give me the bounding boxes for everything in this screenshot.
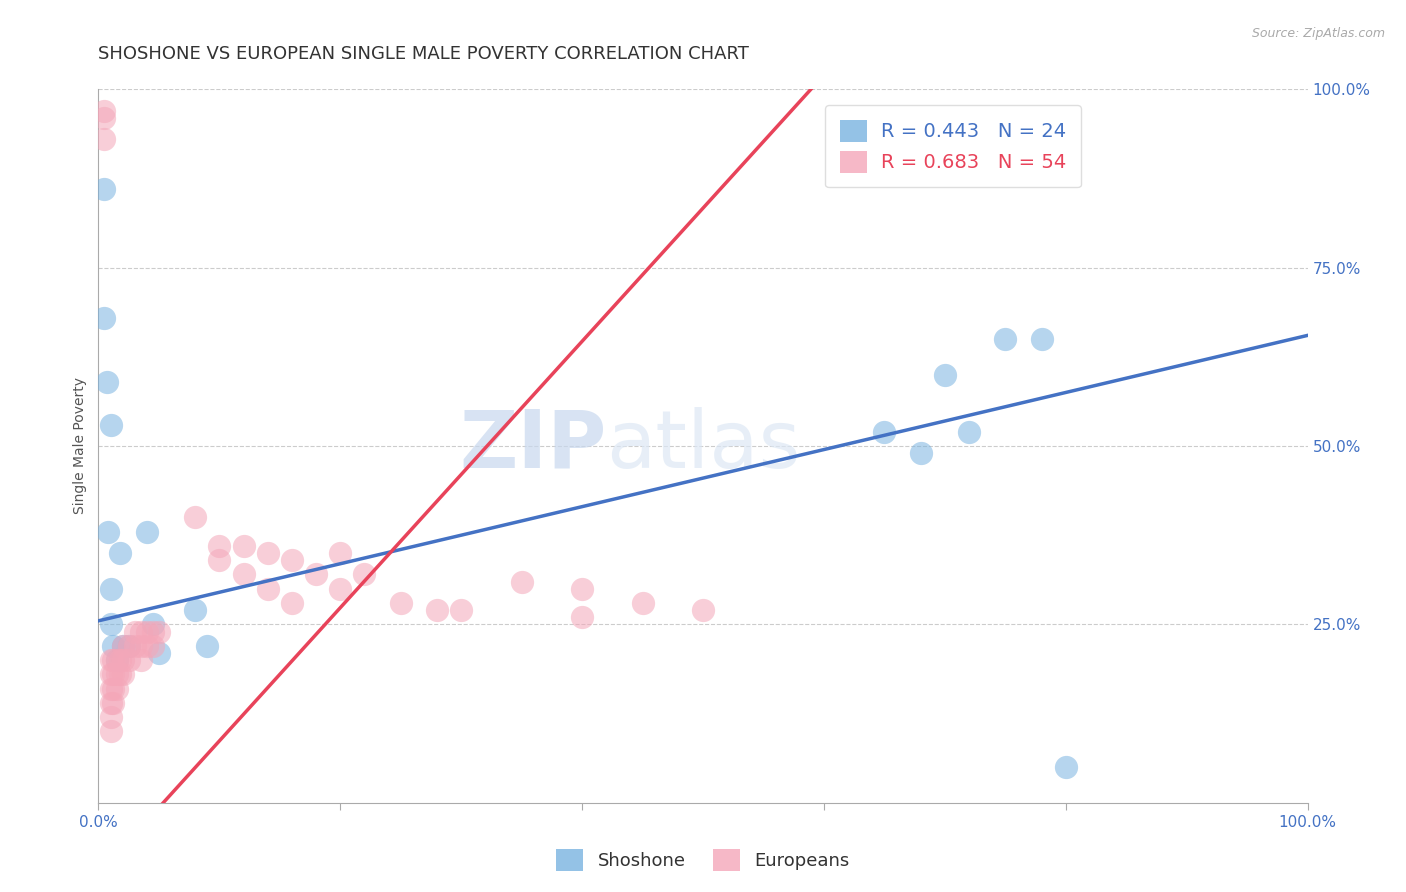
Point [148,646,170,660]
Point [124,639,146,653]
Point [100,582,122,596]
Point [124,624,146,639]
Point [118,653,141,667]
Point [1031,332,1053,346]
Point [135,524,157,539]
Point [135,624,157,639]
Point [873,425,896,439]
Point [256,582,278,596]
Point [129,653,152,667]
Point [93,132,115,146]
Point [118,639,141,653]
Point [208,539,231,553]
Point [105,681,128,696]
Text: Source: ZipAtlas.com: Source: ZipAtlas.com [1251,27,1385,40]
Legend: R = 0.443   N = 24, R = 0.683   N = 54: R = 0.443 N = 24, R = 0.683 N = 54 [825,105,1081,187]
Point [450,603,472,617]
Point [692,603,714,617]
Point [93,111,115,125]
Point [142,624,165,639]
Point [1054,760,1077,774]
Point [305,567,328,582]
Point [957,425,980,439]
Text: ZIP: ZIP [458,407,606,485]
Point [329,582,352,596]
Point [184,510,207,524]
Point [108,667,131,681]
Point [100,681,122,696]
Point [148,624,170,639]
Point [100,617,122,632]
Point [100,724,122,739]
Point [111,639,134,653]
Point [96,375,118,389]
Point [101,681,124,696]
Point [934,368,956,382]
Point [111,653,134,667]
Text: SHOSHONE VS EUROPEAN SINGLE MALE POVERTY CORRELATION CHART: SHOSHONE VS EUROPEAN SINGLE MALE POVERTY… [98,45,749,62]
Point [101,667,124,681]
Point [994,332,1017,346]
Point [105,667,128,681]
Point [97,524,120,539]
Point [93,103,115,118]
Point [100,417,122,432]
Point [93,310,115,325]
Point [571,582,593,596]
Point [105,653,128,667]
Point [101,639,124,653]
Point [389,596,412,610]
Text: atlas: atlas [606,407,800,485]
Point [142,617,165,632]
Point [232,567,254,582]
Point [256,546,278,560]
Point [105,653,128,667]
Point [100,696,122,710]
Point [108,546,131,560]
Point [232,539,254,553]
Y-axis label: Single Male Poverty: Single Male Poverty [73,377,87,515]
Point [571,610,593,624]
Point [208,553,231,567]
Point [135,639,157,653]
Point [129,639,152,653]
Point [510,574,533,589]
Point [118,639,141,653]
Point [426,603,449,617]
Point [101,653,124,667]
Point [100,667,122,681]
Point [281,596,304,610]
Point [910,446,932,460]
Point [142,639,165,653]
Point [195,639,218,653]
Point [101,696,124,710]
Point [329,546,352,560]
Point [631,596,654,610]
Point [100,710,122,724]
Point [108,653,131,667]
Point [93,182,115,196]
Point [184,603,207,617]
Point [111,667,134,681]
Point [353,567,375,582]
Point [129,624,152,639]
Point [100,653,122,667]
Legend: Shoshone, Europeans: Shoshone, Europeans [550,842,856,879]
Point [281,553,304,567]
Point [111,639,134,653]
